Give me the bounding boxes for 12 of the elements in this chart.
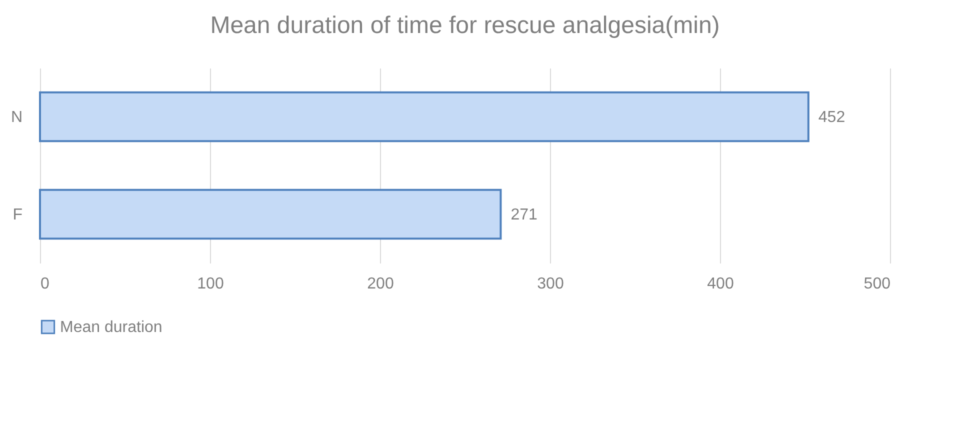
- x-tick-label: 400: [707, 276, 734, 292]
- x-tick-label: 100: [197, 276, 224, 292]
- x-tick-label: 0: [40, 276, 50, 292]
- y-tick-label: F: [12, 206, 23, 224]
- legend-label: Mean duration: [60, 319, 162, 336]
- data-label: 271: [510, 206, 538, 224]
- data-label: 452: [818, 108, 846, 126]
- x-tick-label: 200: [367, 276, 394, 292]
- x-tick-label: 500: [864, 276, 891, 292]
- x-tick-label: 300: [537, 276, 564, 292]
- chart-title: Mean duration of time for rescue analgesia(min): [210, 12, 720, 39]
- y-tick-label: N: [10, 108, 22, 126]
